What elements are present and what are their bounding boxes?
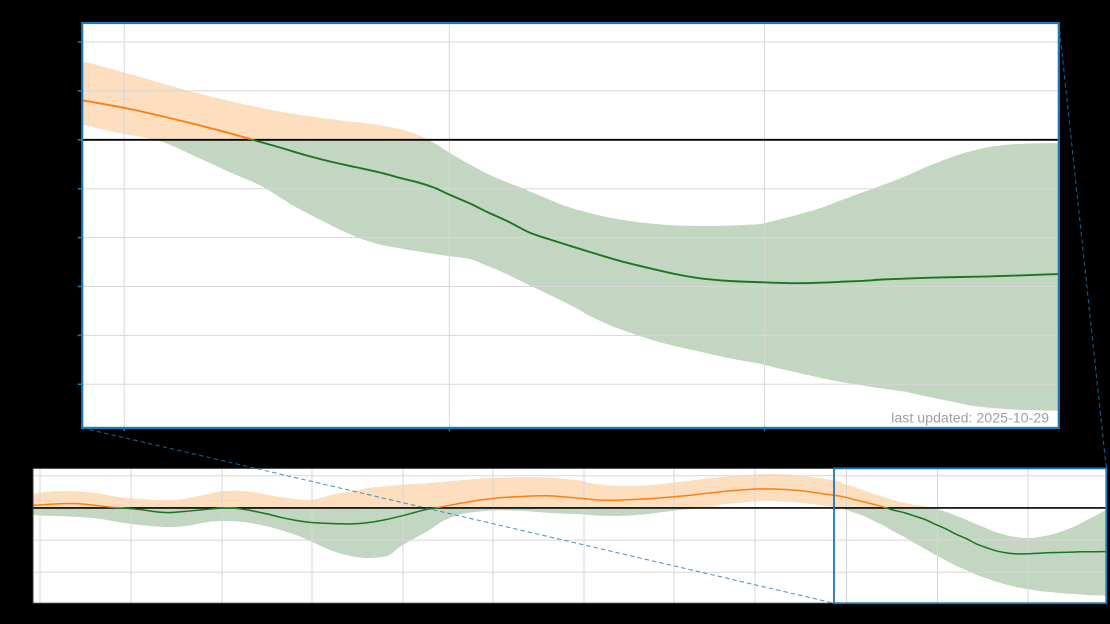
- svg-text:last updated: 2025-10-29: last updated: 2025-10-29: [891, 411, 1049, 427]
